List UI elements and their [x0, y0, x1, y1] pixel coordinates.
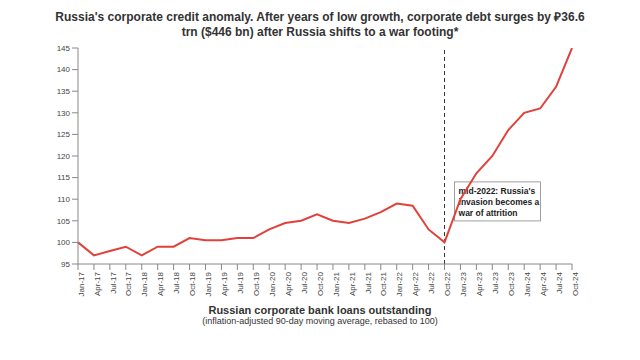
svg-text:115: 115 — [57, 173, 70, 182]
svg-text:Apr-20: Apr-20 — [284, 271, 293, 296]
svg-text:Apr-18: Apr-18 — [156, 271, 165, 296]
svg-text:war of attrition: war of attrition — [458, 208, 518, 218]
svg-text:Oct-22: Oct-22 — [443, 271, 452, 296]
html-text:Russian corporate bank loans o: Russian corporate bank loans outstanding — [208, 304, 432, 316]
svg-text:Oct-23: Oct-23 — [507, 271, 516, 296]
svg-text:95: 95 — [61, 260, 70, 269]
svg-text:Jan-23: Jan-23 — [459, 271, 468, 296]
svg-text:Apr-22: Apr-22 — [411, 271, 420, 296]
svg-text:110: 110 — [57, 195, 70, 204]
svg-text:Apr-24: Apr-24 — [539, 271, 548, 296]
svg-text:120: 120 — [57, 152, 71, 161]
svg-text:Jul-20: Jul-20 — [300, 271, 309, 293]
svg-text:145: 145 — [57, 44, 71, 53]
svg-text:mid-2022: Russia's: mid-2022: Russia's — [459, 186, 536, 196]
svg-text:Jan-18: Jan-18 — [140, 271, 149, 296]
svg-text:Oct-17: Oct-17 — [124, 271, 133, 296]
svg-text:Jul-17: Jul-17 — [109, 271, 118, 293]
svg-text:140: 140 — [57, 65, 71, 74]
svg-text:Oct-20: Oct-20 — [316, 271, 325, 296]
svg-text:Jan-22: Jan-22 — [395, 271, 404, 296]
html-text:(inflation-adjusted 90-day mov: (inflation-adjusted 90-day moving averag… — [202, 316, 438, 326]
svg-text:125: 125 — [57, 130, 71, 139]
svg-text:Jul-22: Jul-22 — [427, 271, 436, 293]
svg-text:105: 105 — [57, 217, 71, 226]
svg-text:Apr-21: Apr-21 — [348, 271, 357, 296]
svg-text:Jan-24: Jan-24 — [523, 271, 532, 296]
svg-text:Oct-19: Oct-19 — [252, 271, 261, 296]
svg-text:Oct-18: Oct-18 — [188, 271, 197, 296]
svg-text:Jul-21: Jul-21 — [364, 271, 373, 293]
svg-text:Jan-21: Jan-21 — [332, 271, 341, 296]
svg-text:135: 135 — [57, 87, 71, 96]
svg-text:Jul-24: Jul-24 — [555, 271, 564, 293]
svg-text:Jul-19: Jul-19 — [236, 271, 245, 293]
svg-text:Apr-19: Apr-19 — [220, 271, 229, 296]
svg-text:Jul-23: Jul-23 — [491, 271, 500, 293]
svg-text:Apr-23: Apr-23 — [475, 271, 484, 296]
svg-text:130: 130 — [57, 109, 71, 118]
svg-text:Apr-17: Apr-17 — [93, 271, 102, 296]
svg-text:Oct-24: Oct-24 — [571, 271, 580, 296]
svg-text:Jan-17: Jan-17 — [77, 271, 86, 296]
svg-text:Jan-20: Jan-20 — [268, 271, 277, 296]
svg-text:100: 100 — [57, 238, 71, 247]
svg-text:Oct-21: Oct-21 — [379, 271, 388, 296]
svg-text:Jan-19: Jan-19 — [204, 271, 213, 296]
svg-text:Jul-18: Jul-18 — [172, 271, 181, 293]
html-text:Russia's corporate credit anom: Russia's corporate credit anomaly. After… — [55, 10, 585, 39]
svg-text:invasion becomes a: invasion becomes a — [459, 197, 540, 207]
